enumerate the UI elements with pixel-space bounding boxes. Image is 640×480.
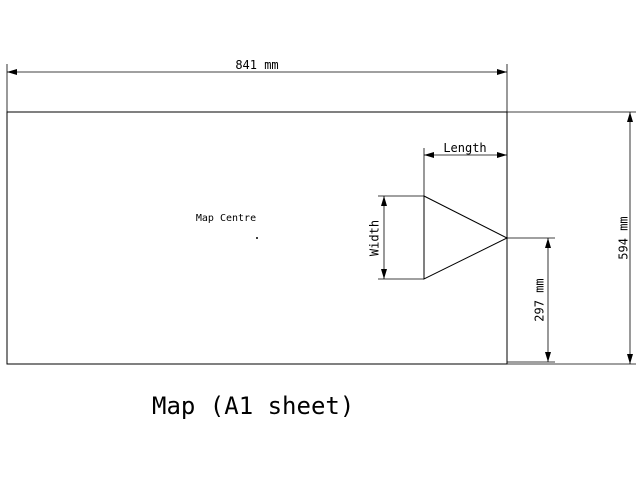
length-dimension: Length bbox=[423, 141, 508, 196]
direction-triangle bbox=[423, 195, 509, 280]
half-height-dimension: 297 mm bbox=[507, 237, 555, 363]
width-dimension: 841 mm bbox=[6, 58, 508, 112]
height-dimension: 594 mm bbox=[507, 111, 636, 365]
map-centre-label: Map Centre bbox=[196, 213, 256, 224]
length-dimension-label: Length bbox=[443, 141, 486, 155]
width-dimension-label: 841 mm bbox=[235, 58, 278, 72]
diagram-caption: Map (A1 sheet) bbox=[152, 392, 354, 420]
map-centre-point bbox=[256, 237, 258, 239]
triangle-width-label: Width bbox=[368, 220, 382, 256]
triangle-width-dimension: Width bbox=[368, 195, 424, 280]
height-dimension-label: 594 mm bbox=[617, 216, 631, 259]
half-height-dimension-label: 297 mm bbox=[533, 278, 547, 321]
